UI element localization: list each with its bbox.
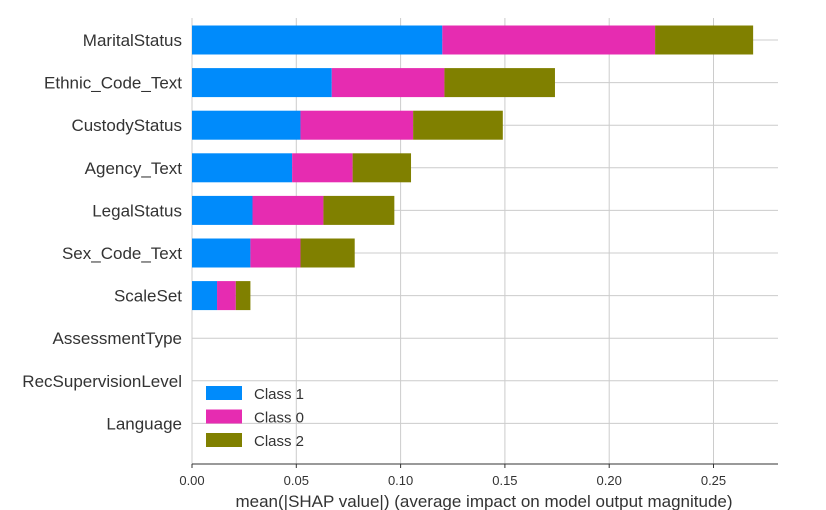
bar-class-2-legalstatus bbox=[323, 195, 395, 225]
x-tick-label: 0.20 bbox=[597, 473, 622, 488]
feature-label: Language bbox=[106, 414, 182, 433]
legend-swatch bbox=[206, 433, 242, 447]
bar-class-2-maritalstatus bbox=[655, 25, 754, 55]
x-tick-label: 0.10 bbox=[388, 473, 413, 488]
bar-class-2-custodystatus bbox=[413, 110, 503, 140]
bars bbox=[192, 25, 754, 311]
bar-class-1-ethnic-code-text bbox=[192, 68, 332, 98]
bar-class-0-agency-text bbox=[292, 153, 353, 183]
legend-swatch bbox=[206, 409, 242, 424]
feature-label: Ethnic_Code_Text bbox=[44, 74, 182, 93]
legend-swatch bbox=[206, 386, 242, 400]
bar-class-1-agency-text bbox=[192, 153, 293, 183]
feature-label: AssessmentType bbox=[53, 329, 182, 348]
feature-label: Agency_Text bbox=[85, 159, 183, 178]
bar-class-0-maritalstatus bbox=[442, 25, 656, 55]
bar-class-2-ethnic-code-text bbox=[444, 68, 555, 98]
x-tick-label: 0.05 bbox=[284, 473, 309, 488]
bar-class-2-sex-code-text bbox=[300, 238, 355, 268]
feature-labels: MaritalStatus Ethnic_Code_Text CustodyStat… bbox=[22, 31, 182, 433]
bar-class-0-scaleset bbox=[217, 281, 236, 311]
x-tick-label: 0.15 bbox=[492, 473, 517, 488]
x-axis: 0.00 0.05 0.10 0.15 0.20 0.25 bbox=[179, 463, 778, 488]
feature-label: MaritalStatus bbox=[83, 31, 182, 50]
bar-class-0-sex-code-text bbox=[250, 238, 301, 268]
feature-label: ScaleSet bbox=[114, 287, 182, 306]
bar-class-2-scaleset bbox=[235, 281, 251, 311]
bar-class-0-legalstatus bbox=[252, 195, 324, 225]
x-tick-label: 0.25 bbox=[701, 473, 726, 488]
bar-class-2-agency-text bbox=[352, 153, 412, 183]
legend-label: Class 0 bbox=[254, 410, 304, 427]
bar-class-1-custodystatus bbox=[192, 110, 301, 140]
legend-label: Class 1 bbox=[254, 386, 304, 403]
x-tick-label: 0.00 bbox=[179, 473, 204, 488]
feature-label: LegalStatus bbox=[92, 201, 182, 220]
bar-class-0-ethnic-code-text bbox=[331, 68, 445, 98]
legend-label: Class 2 bbox=[254, 433, 304, 450]
bar-class-1-maritalstatus bbox=[192, 25, 443, 55]
legend: Class 1 Class 0 Class 2 bbox=[206, 386, 304, 450]
bar-class-0-custodystatus bbox=[300, 110, 414, 140]
x-axis-title: mean(|SHAP value|) (average impact on mo… bbox=[235, 492, 732, 510]
bar-class-1-sex-code-text bbox=[192, 238, 251, 268]
feature-label: CustodyStatus bbox=[71, 116, 182, 135]
feature-label: Sex_Code_Text bbox=[62, 244, 182, 263]
bar-class-1-legalstatus bbox=[192, 195, 253, 225]
feature-label: RecSupervisionLevel bbox=[22, 372, 182, 391]
bar-class-1-scaleset bbox=[192, 281, 218, 311]
